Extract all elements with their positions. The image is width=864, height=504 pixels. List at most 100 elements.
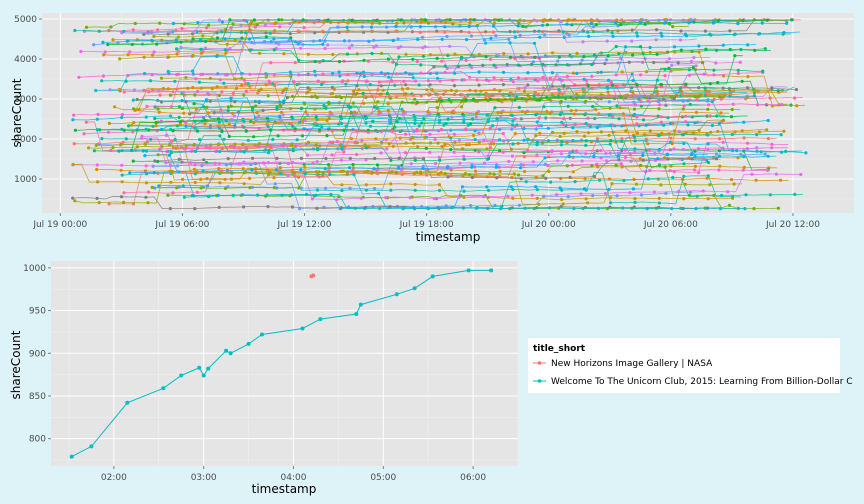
- overview-series-point: [288, 70, 292, 74]
- overview-series-point: [193, 163, 197, 167]
- overview-series-point: [565, 22, 569, 26]
- overview-series-point: [538, 35, 542, 39]
- overview-series-point: [731, 149, 735, 153]
- overview-y-tick-label: 5000: [14, 15, 37, 25]
- overview-series-point: [485, 185, 489, 189]
- overview-series-point: [327, 101, 331, 105]
- overview-series-point: [276, 134, 280, 138]
- overview-series-point: [719, 97, 723, 101]
- overview-series-point: [689, 18, 693, 22]
- overview-series-point: [497, 18, 501, 22]
- overview-series-point: [617, 52, 621, 56]
- overview-series-point: [543, 33, 547, 37]
- overview-series-point: [631, 53, 635, 57]
- overview-series-point: [143, 142, 147, 146]
- overview-series-point: [720, 193, 724, 198]
- detail-data-point: [125, 400, 130, 405]
- overview-series-line: [178, 19, 732, 76]
- detail-data-point: [489, 268, 494, 273]
- overview-series-point: [230, 111, 235, 115]
- overview-series-point: [154, 124, 158, 128]
- overview-series-point: [793, 96, 797, 100]
- overview-series-point: [566, 104, 570, 108]
- overview-series-point: [604, 58, 609, 62]
- overview-series-point: [463, 172, 468, 176]
- overview-series-line: [170, 93, 741, 111]
- overview-series-point: [694, 207, 698, 211]
- overview-series-point: [178, 122, 183, 126]
- overview-series-point: [687, 21, 691, 25]
- overview-x-tick-label: Jul 20 06:00: [643, 220, 698, 230]
- overview-series-point: [208, 124, 213, 128]
- overview-series-point: [548, 111, 552, 115]
- overview-series-point: [408, 196, 412, 200]
- overview-series-point: [559, 152, 563, 156]
- overview-series-point: [357, 88, 361, 92]
- overview-series-point: [299, 168, 303, 172]
- overview-series-point: [325, 134, 329, 138]
- detail-y-tick-label: 800: [29, 435, 46, 445]
- overview-series-point: [118, 57, 122, 61]
- overview-series-point: [217, 126, 222, 130]
- overview-series-point: [391, 38, 395, 43]
- overview-series-point: [799, 172, 803, 177]
- overview-series-point: [314, 143, 318, 147]
- overview-series-point: [560, 140, 564, 144]
- overview-series-point: [297, 20, 301, 24]
- overview-series-point: [231, 22, 235, 26]
- overview-series-point: [381, 88, 385, 92]
- overview-series-point: [164, 133, 168, 137]
- overview-series-point: [389, 158, 393, 162]
- overview-series-point: [261, 108, 265, 113]
- overview-series-point: [370, 72, 374, 76]
- overview-series-point: [103, 50, 107, 54]
- overview-series-point: [157, 89, 161, 93]
- overview-series-point: [217, 93, 221, 97]
- overview-series-point: [360, 139, 364, 143]
- overview-series-point: [175, 186, 179, 190]
- overview-series-point: [565, 164, 570, 168]
- overview-series-point: [730, 178, 734, 182]
- overview-series-point: [561, 202, 565, 206]
- overview-series-point: [275, 156, 279, 160]
- overview-series-point: [348, 156, 352, 160]
- overview-series-point: [120, 113, 125, 117]
- overview-series-point: [146, 201, 150, 205]
- overview-series-point: [467, 143, 471, 147]
- overview-series-point: [670, 63, 674, 67]
- overview-series-point: [303, 102, 307, 106]
- overview-series-point: [640, 18, 644, 22]
- overview-series-point: [523, 86, 527, 90]
- overview-series-point: [159, 76, 164, 80]
- overview-series-point: [73, 199, 77, 203]
- overview-series-point: [120, 173, 124, 177]
- overview-series-point: [193, 126, 197, 130]
- overview-series-point: [388, 205, 392, 209]
- overview-series-point: [394, 72, 398, 76]
- detail-data-point: [179, 373, 184, 378]
- overview-series-point: [273, 182, 277, 186]
- overview-series-point: [182, 195, 186, 199]
- overview-series-point: [346, 104, 350, 108]
- overview-series-point: [359, 196, 363, 200]
- overview-series-point: [175, 52, 179, 56]
- overview-series-point: [232, 114, 236, 118]
- overview-y-tick-label: 3000: [14, 95, 37, 105]
- overview-series-point: [253, 25, 257, 29]
- overview-series-point: [120, 31, 124, 35]
- overview-series-point: [331, 52, 335, 57]
- overview-series-point: [242, 93, 246, 97]
- overview-series-point: [217, 18, 221, 22]
- overview-series-point: [565, 74, 570, 78]
- overview-series-point: [487, 95, 491, 99]
- legend-entry: New Horizons Image Gallery | NASA: [533, 359, 713, 369]
- overview-series-point: [150, 73, 154, 77]
- overview-series-point: [288, 31, 292, 36]
- overview-series-point: [366, 59, 371, 63]
- overview-series-point: [158, 147, 162, 151]
- overview-series-point: [462, 154, 466, 158]
- overview-series-point: [384, 196, 388, 200]
- overview-series-point: [555, 193, 559, 197]
- overview-series-point: [277, 42, 281, 46]
- overview-series-point: [394, 24, 398, 28]
